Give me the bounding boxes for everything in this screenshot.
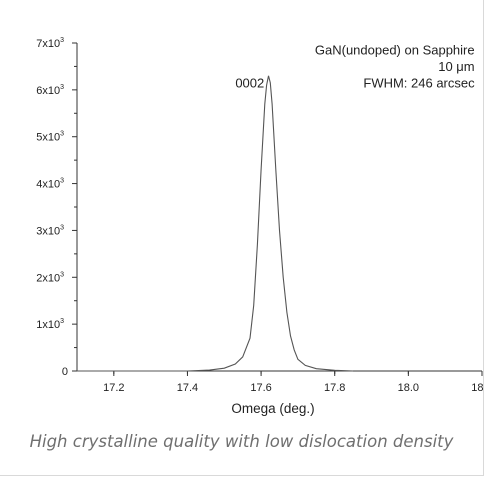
xrd-rocking-curve-chart: 17.2 17.4 17.6 17.8 18.0 18.2 0 1x103 2x103 3x103…: [36, 37, 483, 416]
x-tick-label: 18.0: [398, 382, 419, 394]
y-tick-label: 4x103: [36, 178, 64, 191]
x-tick-label: 17.6: [250, 382, 271, 394]
x-tick-label: 17.2: [103, 382, 124, 394]
y-tick-label: 3x103: [36, 224, 64, 237]
figure-caption: High crystalline quality with low disloc…: [29, 432, 454, 451]
chart-annotation: 0002: [235, 76, 264, 91]
chart-annotation: GaN(undoped) on Sapphire: [315, 43, 475, 58]
chart-axes: [76, 43, 482, 372]
chart-annotation: FWHM: 246 arcsec: [363, 76, 475, 91]
x-tick-label: 17.8: [324, 382, 345, 394]
y-tick-label: 2x103: [36, 271, 64, 284]
chart-series: [77, 75, 354, 372]
chart-annotation: 10 μm: [438, 59, 474, 74]
x-tick-label: 18.2: [471, 382, 483, 394]
x-tick-label: 17.4: [177, 382, 198, 394]
y-tick-label: 7x103: [36, 37, 64, 50]
x-axis-label: Omega (deg.): [231, 401, 314, 416]
y-tick-label: 1x103: [36, 318, 64, 331]
figure-card: 17.2 17.4 17.6 17.8 18.0 18.2 0 1x103 2x103 3x103…: [0, 0, 484, 476]
rocking-curve-line: [77, 75, 354, 372]
chart-ticks: 17.2 17.4 17.6 17.8 18.0 18.2 0 1x103 2x103 3x103…: [36, 37, 483, 394]
y-tick-label: 5x103: [36, 131, 64, 144]
y-tick-label: 0: [62, 366, 68, 378]
y-tick-label: 6x103: [36, 84, 64, 97]
